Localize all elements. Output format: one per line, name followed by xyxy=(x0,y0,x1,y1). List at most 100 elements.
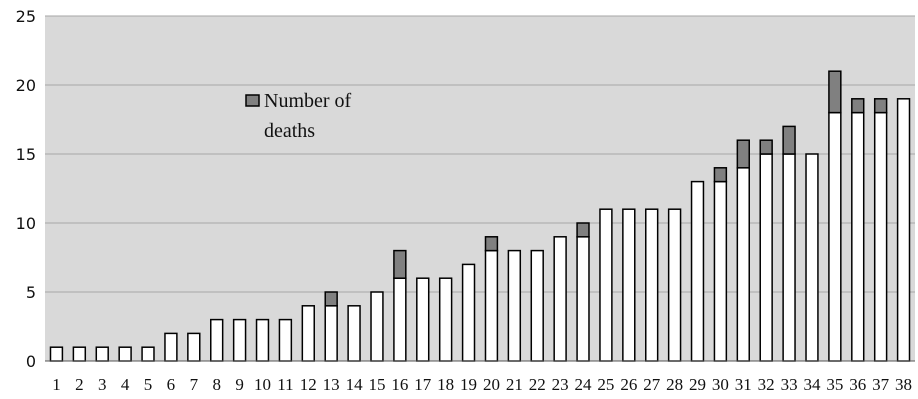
x-tick-label: 32 xyxy=(758,375,775,394)
bar-survivors xyxy=(347,305,361,362)
x-tick-label: 37 xyxy=(872,375,890,394)
x-tick-label: 34 xyxy=(803,375,821,394)
x-tick-label: 28 xyxy=(666,375,683,394)
bar-survivors xyxy=(851,111,865,362)
bar-survivors xyxy=(393,277,407,362)
x-tick-label: 23 xyxy=(552,375,569,394)
y-axis-ticks: 0 5 10 15 20 25 xyxy=(16,7,36,371)
bar-survivors xyxy=(553,236,567,362)
bar-survivors xyxy=(896,98,911,362)
y-tick-label: 10 xyxy=(16,214,36,233)
bar-survivors xyxy=(95,346,109,362)
bar-survivors xyxy=(187,332,201,362)
bar-survivors xyxy=(461,263,476,362)
bar-survivors xyxy=(599,208,613,362)
x-tick-label: 27 xyxy=(643,375,661,394)
bar-deaths xyxy=(393,249,407,279)
bar-deaths xyxy=(873,98,888,114)
x-tick-label: 5 xyxy=(144,375,153,394)
bar-survivors xyxy=(72,346,87,362)
x-tick-label: 22 xyxy=(529,375,546,394)
bar-survivors xyxy=(507,249,522,362)
legend: Number of deaths xyxy=(245,90,352,142)
bar-survivors xyxy=(324,305,338,362)
bar-survivors xyxy=(576,236,590,362)
legend-label-line1: Number of xyxy=(264,90,352,112)
x-tick-label: 4 xyxy=(121,375,130,394)
x-tick-label: 36 xyxy=(849,375,866,394)
x-tick-label: 3 xyxy=(98,375,107,394)
bar-survivors xyxy=(645,208,659,362)
x-tick-label: 6 xyxy=(167,375,176,394)
bar-survivors xyxy=(438,277,453,362)
bar-survivors xyxy=(805,153,819,362)
bar-deaths xyxy=(324,291,338,307)
x-tick-label: 26 xyxy=(620,375,637,394)
bar-deaths xyxy=(484,236,499,252)
x-tick-label: 1 xyxy=(52,375,61,394)
x-tick-label: 16 xyxy=(391,375,408,394)
x-tick-label: 17 xyxy=(414,375,432,394)
x-tick-label: 20 xyxy=(483,375,500,394)
y-tick-label: 25 xyxy=(16,7,36,26)
bar-survivors xyxy=(713,180,728,362)
x-tick-label: 8 xyxy=(212,375,221,394)
bar-survivors xyxy=(141,346,155,362)
bar-survivors xyxy=(255,318,270,362)
y-tick-label: 20 xyxy=(16,76,36,95)
bar-survivors xyxy=(484,249,499,362)
bar-survivors xyxy=(118,346,132,362)
x-tick-label: 25 xyxy=(597,375,614,394)
bar-deaths xyxy=(576,222,590,238)
bar-deaths xyxy=(851,98,865,114)
bar-survivors xyxy=(736,167,750,362)
x-tick-label: 2 xyxy=(75,375,84,394)
x-axis-ticks: 1 2 3 4 5 6 7 8 9 10 11 12 13 14 15 16 17 18 19 20 21 22 23 24 2… xyxy=(52,375,912,394)
legend-swatch-deaths xyxy=(245,94,260,107)
legend-label-line2: deaths xyxy=(264,120,315,142)
bar-survivors xyxy=(782,153,796,362)
x-tick-label: 35 xyxy=(826,375,843,394)
bar-survivors xyxy=(210,318,224,362)
x-tick-label: 19 xyxy=(460,375,477,394)
bar-survivors xyxy=(301,305,315,362)
bar-deaths xyxy=(782,125,796,155)
bar-survivors xyxy=(49,346,64,362)
x-tick-label: 15 xyxy=(368,375,385,394)
bar-survivors xyxy=(530,249,544,362)
x-tick-label: 29 xyxy=(689,375,706,394)
bar-survivors xyxy=(759,153,773,362)
bar-survivors xyxy=(232,318,247,362)
bar-survivors xyxy=(873,111,888,362)
x-tick-label: 24 xyxy=(575,375,593,394)
x-tick-label: 14 xyxy=(346,375,364,394)
x-tick-label: 33 xyxy=(781,375,798,394)
y-tick-label: 15 xyxy=(16,145,36,164)
x-tick-label: 13 xyxy=(323,375,340,394)
bar-survivors xyxy=(164,332,178,362)
bar-survivors xyxy=(370,291,384,362)
x-tick-label: 9 xyxy=(235,375,244,394)
bar-survivors xyxy=(828,111,842,362)
x-tick-label: 31 xyxy=(735,375,752,394)
y-tick-label: 5 xyxy=(26,283,36,302)
x-tick-label: 7 xyxy=(190,375,199,394)
bar-survivors xyxy=(622,208,636,362)
x-tick-label: 38 xyxy=(895,375,912,394)
x-tick-label: 21 xyxy=(506,375,523,394)
bar-survivors xyxy=(278,318,293,362)
x-tick-label: 12 xyxy=(300,375,317,394)
bar-deaths xyxy=(713,167,728,183)
bar-survivors xyxy=(416,277,430,362)
x-tick-label: 30 xyxy=(712,375,729,394)
bar-survivors xyxy=(667,208,682,362)
x-tick-label: 10 xyxy=(254,375,271,394)
bar-deaths xyxy=(828,70,842,114)
y-tick-label: 0 xyxy=(26,352,36,371)
x-tick-label: 11 xyxy=(277,375,293,394)
bar-deaths xyxy=(736,139,750,169)
x-tick-label: 18 xyxy=(437,375,454,394)
bar-survivors xyxy=(690,180,705,362)
